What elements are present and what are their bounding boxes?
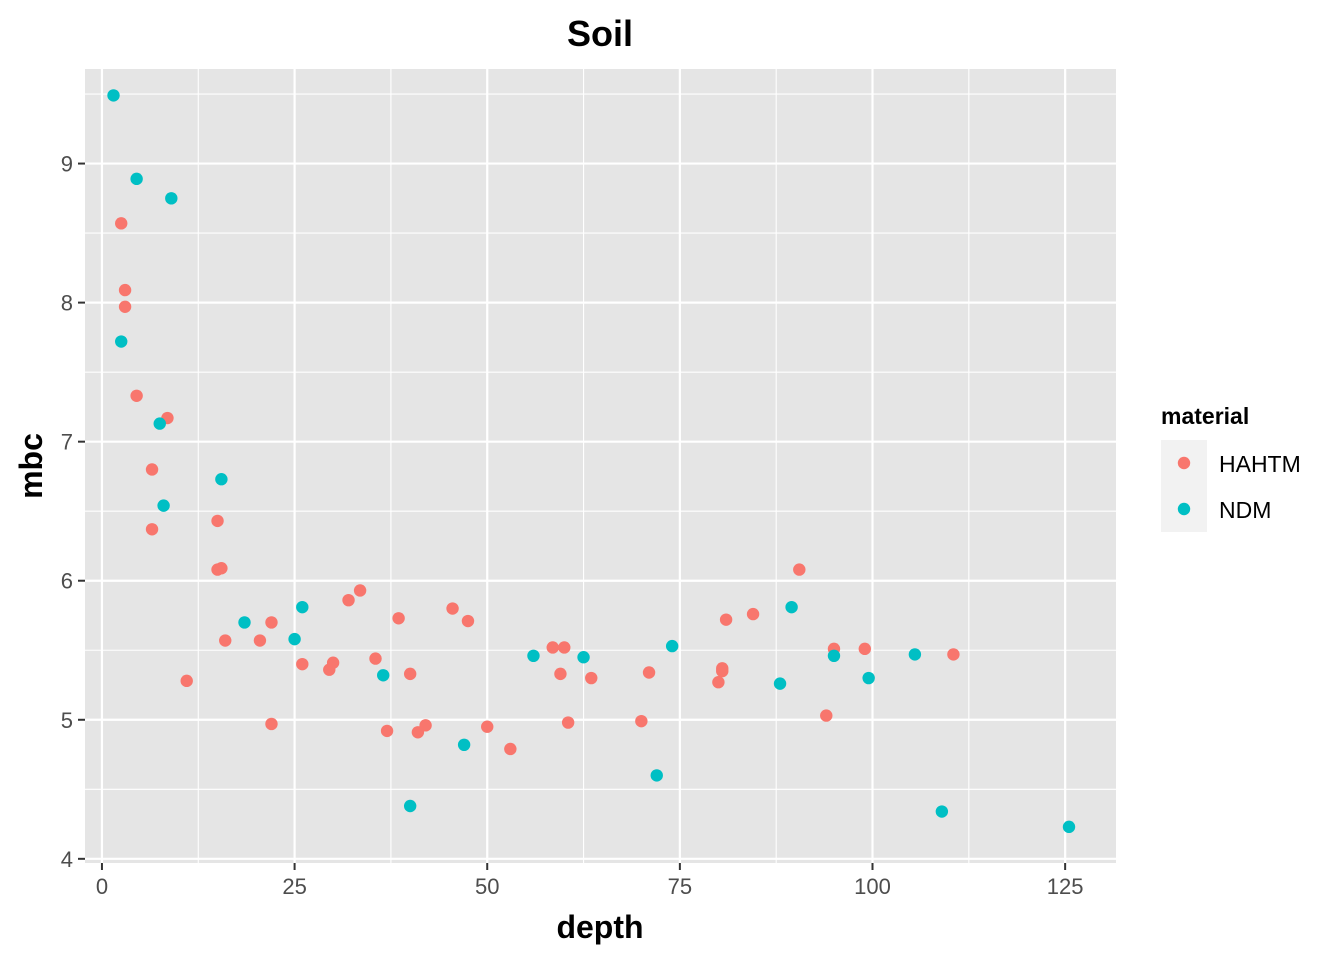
data-point-ndm: [165, 192, 178, 205]
data-point-ndm: [403, 799, 417, 813]
data-point-hahtm: [554, 667, 567, 681]
legend: material HAHTM NDM: [1161, 403, 1301, 532]
data-point-ndm: [665, 639, 679, 653]
data-point-hahtm: [118, 300, 132, 313]
data-point-ndm: [288, 632, 301, 646]
data-point-hahtm: [635, 714, 648, 728]
y-axis-title: mbc: [13, 433, 49, 499]
data-point-hahtm: [558, 641, 571, 654]
data-point-ndm: [785, 600, 798, 614]
data-points: [107, 89, 1076, 834]
data-point-ndm: [457, 738, 471, 752]
data-point-hahtm: [180, 674, 193, 688]
legend-key-ndm: [1177, 502, 1191, 516]
data-point-hahtm: [947, 648, 960, 661]
data-point-hahtm: [219, 634, 232, 647]
data-point-hahtm: [326, 656, 340, 669]
data-point-hahtm: [719, 613, 733, 626]
data-point-hahtm: [481, 720, 494, 733]
data-point-ndm: [935, 805, 949, 818]
data-point-ndm: [650, 769, 663, 782]
data-point-ndm: [153, 417, 166, 430]
x-tick-label: 50: [475, 874, 499, 899]
data-point-hahtm: [419, 719, 432, 732]
data-point-hahtm: [215, 562, 228, 575]
data-point-ndm: [862, 671, 875, 685]
data-point-hahtm: [265, 616, 278, 629]
data-point-hahtm: [265, 717, 278, 731]
data-point-ndm: [377, 669, 390, 682]
data-point-hahtm: [642, 666, 656, 679]
data-point-hahtm: [858, 642, 871, 656]
legend-key-background: [1161, 440, 1207, 532]
axis-ticks: 0 25 50 75 100 125 4 5 6 7 8 9: [61, 152, 1084, 899]
chart-title: Soil: [567, 13, 633, 54]
data-point-hahtm: [746, 607, 760, 621]
legend-key-hahtm: [1177, 456, 1191, 470]
y-tick-label: 9: [61, 152, 73, 177]
data-point-ndm: [130, 172, 143, 186]
data-point-hahtm: [342, 593, 355, 607]
data-point-ndm: [577, 650, 590, 664]
data-point-hahtm: [369, 652, 382, 665]
data-point-hahtm: [403, 667, 417, 681]
x-axis-title: depth: [556, 909, 643, 945]
x-tick-label: 0: [96, 874, 108, 899]
data-point-ndm: [115, 335, 128, 348]
data-point-hahtm: [561, 716, 575, 729]
y-tick-label: 5: [61, 708, 73, 733]
x-tick-label: 25: [282, 874, 306, 899]
data-point-hahtm: [793, 563, 806, 576]
data-point-hahtm: [546, 641, 559, 654]
data-point-ndm: [527, 649, 540, 663]
data-point-hahtm: [461, 614, 475, 628]
data-point-hahtm: [296, 657, 309, 671]
plot-panel: [85, 69, 1116, 863]
data-point-ndm: [827, 649, 841, 663]
minor-gridlines: [85, 69, 1116, 863]
data-point-hahtm: [820, 709, 833, 722]
data-point-ndm: [107, 89, 120, 102]
legend-label-hahtm: HAHTM: [1219, 451, 1301, 477]
data-point-hahtm: [585, 671, 598, 685]
data-point-hahtm: [145, 463, 159, 476]
data-point-hahtm: [392, 612, 405, 625]
y-tick-label: 7: [61, 430, 73, 455]
data-point-hahtm: [115, 217, 128, 230]
data-point-ndm: [157, 499, 170, 512]
data-point-hahtm: [145, 523, 159, 536]
x-tick-label: 75: [668, 874, 692, 899]
data-point-ndm: [908, 648, 922, 661]
data-point-hahtm: [353, 584, 367, 597]
data-point-hahtm: [211, 514, 224, 528]
y-tick-label: 6: [61, 569, 73, 594]
data-point-ndm: [238, 616, 251, 629]
legend-title: material: [1161, 403, 1249, 429]
x-tick-label: 100: [854, 874, 891, 899]
data-point-hahtm: [716, 662, 729, 675]
data-point-ndm: [215, 473, 228, 486]
y-tick-label: 4: [61, 847, 73, 872]
data-point-hahtm: [253, 634, 267, 647]
data-point-ndm: [773, 677, 787, 690]
data-point-hahtm: [380, 724, 394, 738]
data-point-hahtm: [130, 389, 143, 402]
data-point-ndm: [296, 600, 309, 614]
y-tick-label: 8: [61, 291, 73, 316]
data-point-hahtm: [504, 742, 517, 756]
data-point-hahtm: [446, 602, 459, 615]
legend-label-ndm: NDM: [1219, 497, 1271, 523]
data-point-hahtm: [118, 283, 132, 297]
data-point-hahtm: [712, 676, 725, 689]
data-point-ndm: [1062, 820, 1076, 834]
x-tick-label: 125: [1047, 874, 1084, 899]
